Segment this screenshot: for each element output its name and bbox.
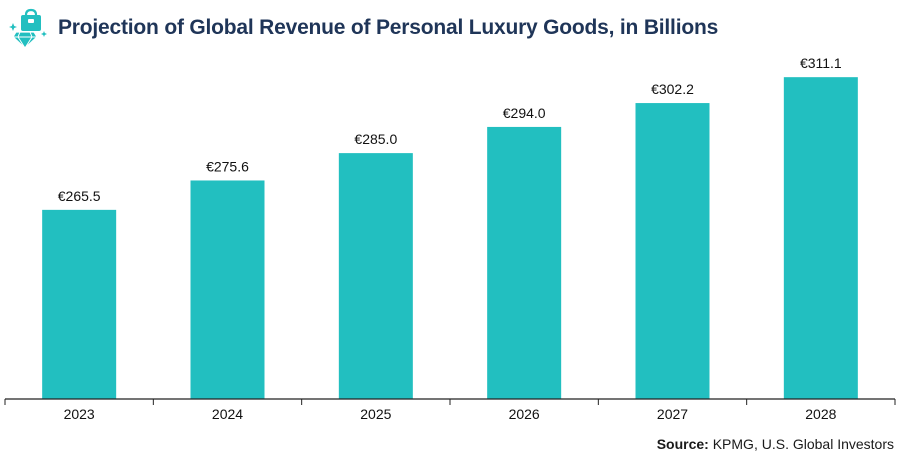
source-note: Source: KPMG, U.S. Global Investors — [657, 436, 894, 452]
x-tick-label-2023: 2023 — [64, 406, 95, 422]
x-tick-label-2024: 2024 — [212, 406, 243, 422]
bar-2025 — [338, 153, 413, 399]
value-label-2023: €265.5 — [58, 188, 101, 204]
value-label-2025: €285.0 — [354, 131, 397, 147]
x-tick-label-2027: 2027 — [657, 406, 688, 422]
value-label-2028: €311.1 — [800, 55, 842, 71]
bars-group — [42, 77, 858, 400]
x-tick-label-2028: 2028 — [805, 406, 836, 422]
x-axis-tick-labels-group: 2023 2024 2025 2026 2027 2028 — [64, 406, 837, 422]
luxury-shopping-bag-diamond-icon — [9, 8, 47, 49]
value-labels-group: €265.5 €275.6 €285.0 €294.0 €302.2 €311.1 — [58, 55, 842, 204]
bar-2023 — [42, 209, 117, 399]
value-label-2024: €275.6 — [206, 158, 249, 174]
source-text: KPMG, U.S. Global Investors — [708, 436, 894, 452]
chart-header: Projection of Global Revenue of Personal… — [8, 6, 718, 50]
chart-title: Projection of Global Revenue of Personal… — [58, 16, 719, 39]
bar-2027 — [635, 103, 710, 399]
bar-2026 — [487, 126, 562, 400]
x-axis-ticks-group — [4, 399, 896, 405]
source-label: Source: — [656, 436, 709, 452]
x-tick-label-2025: 2025 — [360, 406, 391, 422]
value-label-2027: €302.2 — [651, 81, 694, 97]
x-tick-label-2026: 2026 — [509, 406, 540, 422]
value-label-2026: €294.0 — [503, 105, 546, 121]
bar-2028 — [783, 77, 858, 399]
bar-2024 — [190, 180, 265, 399]
